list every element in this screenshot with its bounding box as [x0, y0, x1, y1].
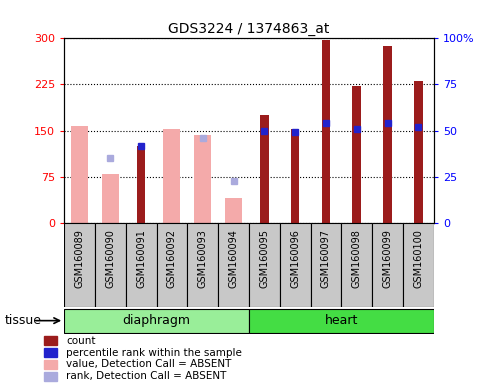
Bar: [44, 360, 57, 369]
Bar: [225, 198, 242, 223]
Bar: [341, 223, 372, 307]
Bar: [157, 223, 187, 307]
Text: GSM160098: GSM160098: [352, 230, 362, 288]
Text: GSM160096: GSM160096: [290, 230, 300, 288]
Bar: [126, 223, 157, 307]
Bar: [249, 309, 434, 333]
Bar: [95, 223, 126, 307]
Text: count: count: [66, 336, 96, 346]
Bar: [372, 223, 403, 307]
Bar: [311, 223, 341, 307]
Text: value, Detection Call = ABSENT: value, Detection Call = ABSENT: [66, 359, 231, 369]
Bar: [291, 129, 300, 223]
Text: GSM160094: GSM160094: [229, 230, 239, 288]
Bar: [44, 348, 57, 357]
Bar: [71, 126, 88, 223]
Bar: [64, 309, 249, 333]
Text: diaphragm: diaphragm: [123, 314, 190, 327]
Text: GSM160093: GSM160093: [198, 230, 208, 288]
Text: GSM160097: GSM160097: [321, 230, 331, 288]
Text: tissue: tissue: [5, 314, 42, 327]
Text: percentile rank within the sample: percentile rank within the sample: [66, 348, 242, 358]
Bar: [102, 174, 119, 223]
Title: GDS3224 / 1374863_at: GDS3224 / 1374863_at: [168, 22, 330, 36]
Bar: [164, 129, 180, 223]
Text: GSM160099: GSM160099: [383, 230, 392, 288]
Bar: [260, 115, 269, 223]
Bar: [249, 223, 280, 307]
Bar: [218, 223, 249, 307]
Text: GSM160092: GSM160092: [167, 230, 177, 288]
Bar: [64, 223, 95, 307]
Text: GSM160089: GSM160089: [74, 230, 84, 288]
Text: GSM160091: GSM160091: [136, 230, 146, 288]
Text: rank, Detection Call = ABSENT: rank, Detection Call = ABSENT: [66, 371, 226, 381]
Text: GSM160090: GSM160090: [106, 230, 115, 288]
Bar: [137, 146, 145, 223]
Text: GSM160100: GSM160100: [414, 230, 423, 288]
Text: heart: heart: [325, 314, 358, 327]
Bar: [384, 46, 392, 223]
Bar: [187, 223, 218, 307]
Bar: [44, 372, 57, 381]
Bar: [352, 86, 361, 223]
Bar: [280, 223, 311, 307]
Bar: [321, 40, 330, 223]
Text: GSM160095: GSM160095: [259, 230, 269, 288]
Bar: [403, 223, 434, 307]
Bar: [44, 336, 57, 345]
Bar: [414, 81, 423, 223]
Bar: [194, 135, 211, 223]
